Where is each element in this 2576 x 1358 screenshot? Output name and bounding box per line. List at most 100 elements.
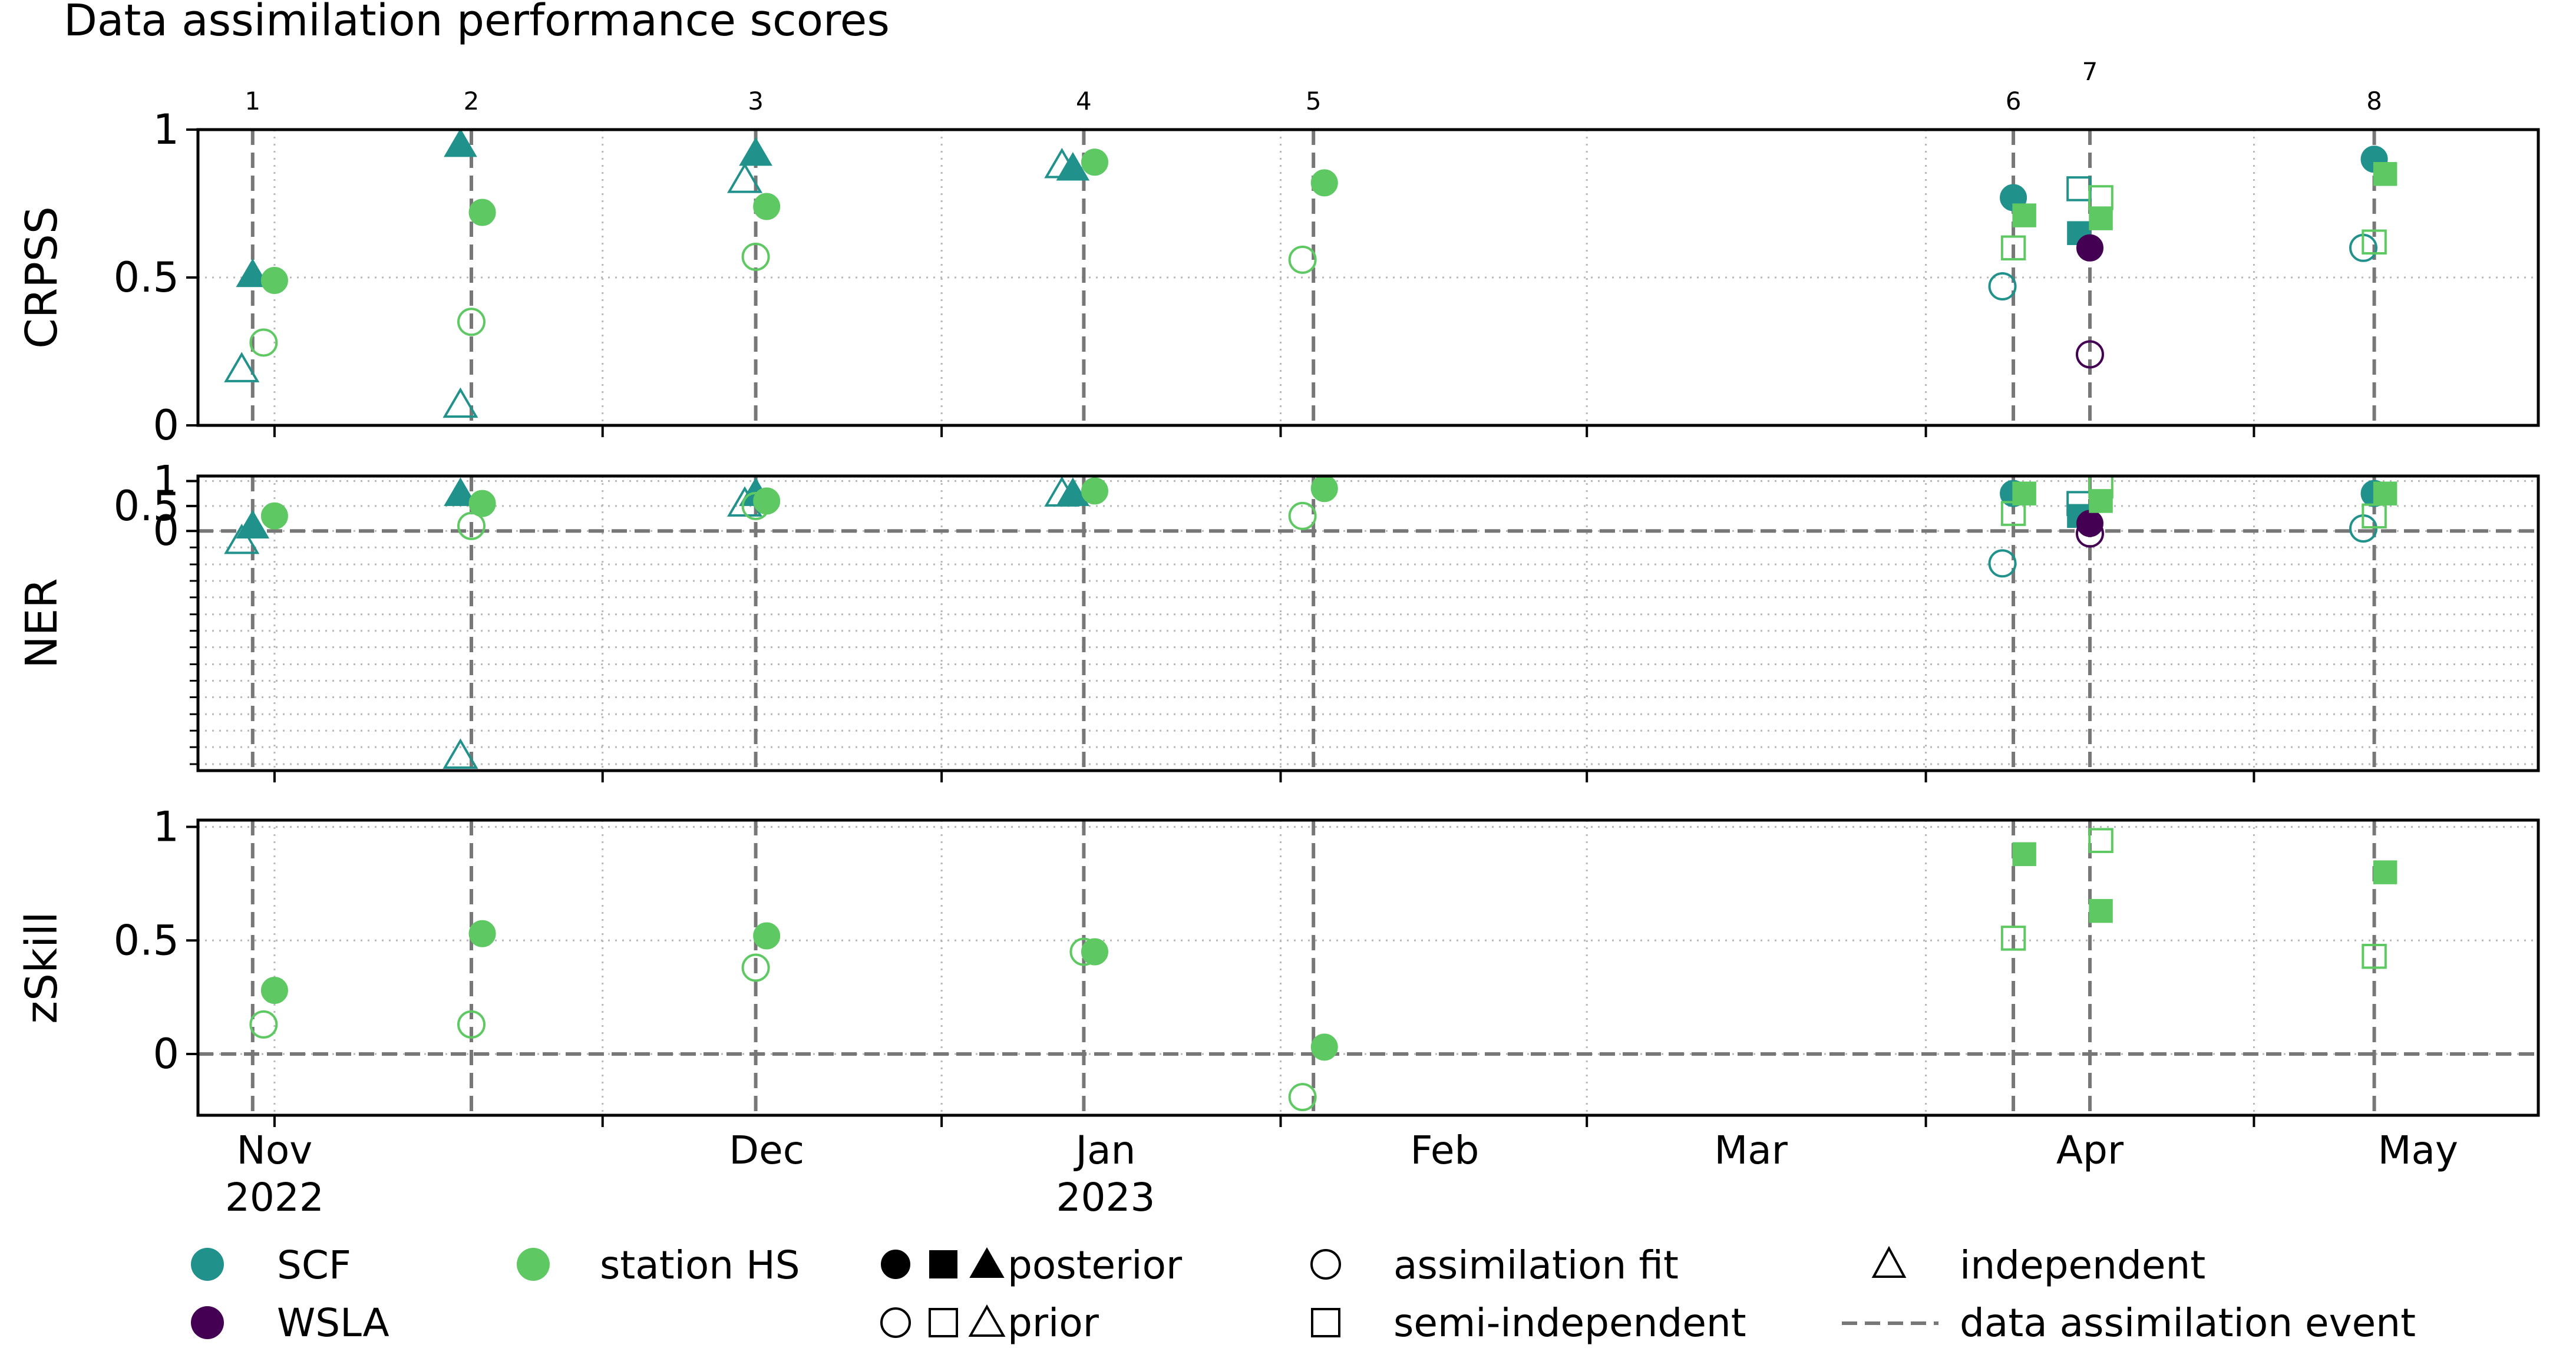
point-station-hs-posterior [2089,206,2113,230]
y-axis-label: NER [16,578,67,669]
legend-marker-circle [880,1307,911,1338]
panel-zskill: 0 0.5 1 zSkill [16,803,2540,1127]
event-number-label: 3 [748,87,764,115]
x-tick-label-year: 2022 [225,1175,324,1220]
point-scf-prior [1988,549,2017,578]
point-station-hs-posterior [260,977,288,1005]
point-scf-prior [224,523,260,554]
y-tick-label: 0.5 [114,916,179,964]
point-station-hs-prior [741,491,770,520]
data-points [224,130,2397,418]
x-tick-label: May [2378,1128,2458,1173]
panel-ner: 00.51 NER [16,457,2540,782]
point-wsla-prior [2076,519,2105,548]
legend-swatch-scf [191,1248,224,1281]
legend-label-posterior: posterior [1008,1243,1183,1288]
y-tick-label: 1 [153,457,179,505]
point-scf-prior [1988,272,2017,301]
point-station-hs-posterior [468,199,496,226]
point-station-hs-prior [2362,503,2387,529]
point-station-hs-posterior [260,502,288,530]
point-station-hs-posterior [753,922,781,950]
point-station-hs-posterior [260,267,288,295]
panel-frame [196,818,2540,1117]
legend-swatch-station-hs [517,1248,550,1281]
event-number-label: 6 [2006,87,2022,115]
point-scf-prior [442,387,478,418]
point-scf-prior [1044,147,1080,179]
point-station-hs-posterior [1081,938,1108,966]
point-station-hs-prior [741,242,770,271]
panel-frame [196,474,2540,772]
point-scf-prior [224,352,260,382]
point-station-hs-prior [2088,828,2113,853]
legend-marker-triangle [969,1247,1005,1278]
event-number-label: 7 [2082,57,2098,86]
y-tick-label: 1 [153,803,179,851]
legend-label-prior: prior [1008,1300,1099,1346]
data-points [224,476,2397,769]
chart-title: Data assimilation performance scores [64,0,890,46]
legend-marker-independent [1871,1245,1907,1278]
event-number-label: 4 [1076,87,1092,115]
legend-marker-semi-independent [1311,1308,1340,1337]
legend-label-station-hs: station HS [600,1243,800,1288]
legend-label-independent: independent [1960,1243,2205,1288]
point-station-hs-posterior [1081,148,1108,176]
point-station-hs-prior [2088,476,2113,499]
point-scf-prior [726,486,763,517]
point-scf-posterior [444,477,477,506]
legend-marker-circle [881,1250,910,1279]
legend: SCF WSLA station HS posterior prior assimilat… [191,1243,2416,1346]
y-tick-label: 0.5 [114,253,179,302]
point-station-hs-prior [457,308,486,336]
x-tick-label-year: 2023 [1056,1175,1155,1220]
x-tick-label: Dec [729,1128,804,1173]
point-station-hs-prior [2000,235,2026,261]
x-tick-label: Nov [237,1128,313,1173]
point-station-hs-prior [249,1010,278,1039]
point-station-hs-prior [2362,943,2387,969]
point-station-hs-posterior [1081,477,1108,505]
point-station-hs-posterior [1310,476,1338,503]
point-scf-posterior [236,258,270,288]
x-tick-label: Apr [2056,1128,2124,1173]
point-scf-posterior [1056,151,1090,181]
legend-marker-square [929,1308,958,1337]
point-station-hs-posterior [2012,842,2036,867]
legend-label-assimilation-fit: assimilation fit [1393,1243,1679,1288]
legend-marker-triangle [968,1304,1006,1337]
point-wsla-posterior [2076,234,2104,262]
x-tick-label: Jan [1074,1128,1136,1173]
point-station-hs-prior [741,953,770,982]
point-station-hs-posterior [2373,481,2397,505]
x-tick-label: Feb [1410,1128,1479,1173]
point-station-hs-prior [457,511,486,540]
point-scf-prior [2066,176,2092,201]
legend-swatch-wsla [191,1306,224,1339]
point-station-hs-prior [1069,937,1098,966]
point-station-hs-posterior [2089,898,2113,923]
point-station-hs-posterior [753,193,781,220]
point-station-hs-prior [2000,501,2026,526]
y-axis-label: zSkill [16,911,67,1023]
y-tick-label: 0 [153,1030,179,1078]
panel-frame [196,128,2540,427]
event-number-label: 1 [245,87,260,115]
point-station-hs-prior [1288,245,1317,274]
y-tick-label: 0 [153,507,179,555]
point-station-hs-posterior [468,490,496,517]
point-station-hs-posterior [2089,489,2113,513]
point-scf-prior [726,163,763,193]
legend-label-event-line: data assimilation event [1960,1300,2416,1346]
event-number-label: 5 [1306,87,1322,115]
legend-label-scf: SCF [277,1243,351,1288]
point-station-hs-prior [1288,1083,1317,1112]
point-scf-prior [1044,476,1080,507]
point-station-hs-prior [1288,501,1317,530]
point-station-hs-posterior [2373,860,2397,884]
y-axis-label: CRPSS [16,206,67,349]
